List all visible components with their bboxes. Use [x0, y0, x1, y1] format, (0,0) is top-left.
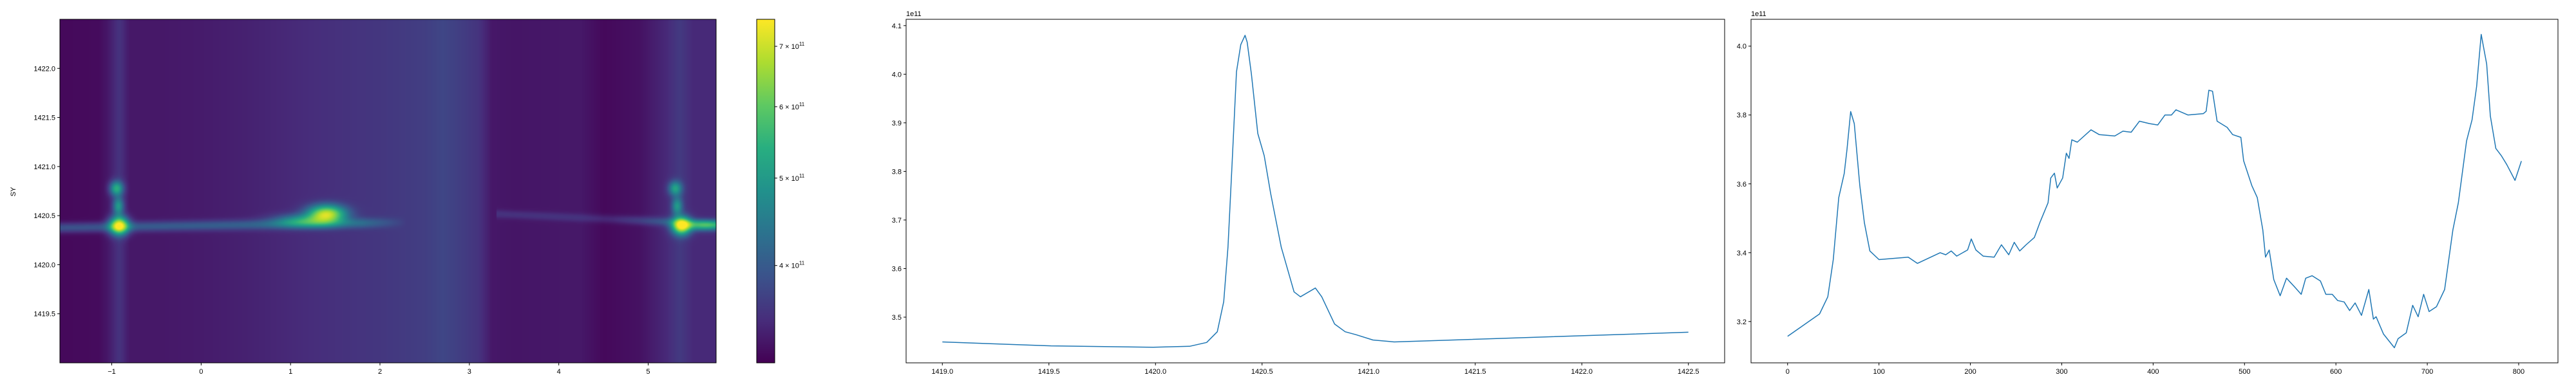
panel3-xtick-label: 300 — [2056, 368, 2067, 376]
panel2-series-line — [942, 35, 1689, 348]
colorbar-tick-label: 5 × 1011 — [779, 173, 805, 183]
panel3-ytick-label: 3.2 — [1737, 318, 1747, 326]
panel3-xtick-label: 400 — [2147, 368, 2159, 376]
panel1-xtick-label: 0 — [199, 368, 203, 376]
panel1-ytick-label: 1422.0 — [33, 65, 55, 73]
panel2-xtick-label: 1422.0 — [1571, 368, 1593, 376]
panel3-ytick-label: 3.6 — [1737, 181, 1747, 188]
panel1-xtick-label: 2 — [378, 368, 382, 376]
panel2-ytick-label: 3.8 — [892, 168, 902, 176]
panel2-ytick-label: 3.7 — [892, 217, 902, 225]
panel2-xtick-label: 1421.0 — [1358, 368, 1379, 376]
panel2-ytick-label: 4.1 — [892, 23, 902, 30]
panel3-series-line — [1787, 33, 2522, 349]
panel3-xtick-label: 100 — [1873, 368, 1884, 376]
panel3-ytick-label: 3.8 — [1737, 112, 1747, 120]
panel1-ytick-label: 1421.0 — [33, 163, 55, 171]
heatmap-image — [60, 19, 716, 363]
panel1-ytick-label: 1420.0 — [33, 261, 55, 269]
colorbar-tick-label: 6 × 1011 — [779, 102, 805, 111]
panel1-ytick-label: 1419.5 — [33, 311, 55, 318]
panel2-xtick-label: 1420.0 — [1144, 368, 1166, 376]
panel3-ytick-label: 3.4 — [1737, 250, 1747, 257]
panel2-xtick-label: 1419.0 — [931, 368, 953, 376]
panel2-xtick-label: 1422.5 — [1678, 368, 1700, 376]
panel3-frame — [1750, 19, 2559, 363]
panel1-ytick-label: 1420.5 — [33, 212, 55, 220]
heatmap-frame — [59, 19, 717, 363]
panel2-offset-text: 1e11 — [906, 10, 922, 18]
panel3-xtick-label: 500 — [2239, 368, 2250, 376]
panel2-ytick-label: 4.0 — [892, 71, 902, 78]
panel1-xtick-label: 1 — [289, 368, 292, 376]
panel2-xtick-label: 1419.5 — [1038, 368, 1060, 376]
panel3-xtick-label: 200 — [1964, 368, 1976, 376]
heatmap-ylabel: SY — [10, 187, 17, 196]
colorbar — [756, 19, 775, 363]
panel1-xtick-label: 4 — [557, 368, 561, 376]
panel3-xtick-label: 700 — [2421, 368, 2433, 376]
colorbar-tick-label: 7 × 1011 — [779, 41, 805, 51]
panel2-xtick-label: 1421.5 — [1464, 368, 1486, 376]
panel1-ytick-label: 1421.5 — [33, 115, 55, 122]
panel1-xtick-label: 3 — [468, 368, 471, 376]
panel2-xtick-label: 1420.5 — [1251, 368, 1273, 376]
panel2-ytick-label: 3.6 — [892, 265, 902, 273]
panel2-ytick-label: 3.5 — [892, 314, 902, 322]
panel3-offset-text: 1e11 — [1751, 10, 1766, 18]
panel2-ytick-label: 3.9 — [892, 120, 902, 127]
panel3-ytick-label: 4.0 — [1737, 43, 1747, 51]
panel3-xtick-label: 0 — [1786, 368, 1790, 376]
panel1-xtick-label: −1 — [108, 368, 116, 376]
colorbar-tick-label: 4 × 1011 — [779, 261, 805, 270]
panel3-xtick-label: 800 — [2513, 368, 2524, 376]
panel1-xtick-label: 5 — [646, 368, 650, 376]
panel2-frame — [905, 19, 1725, 363]
panel3-xtick-label: 600 — [2330, 368, 2342, 376]
